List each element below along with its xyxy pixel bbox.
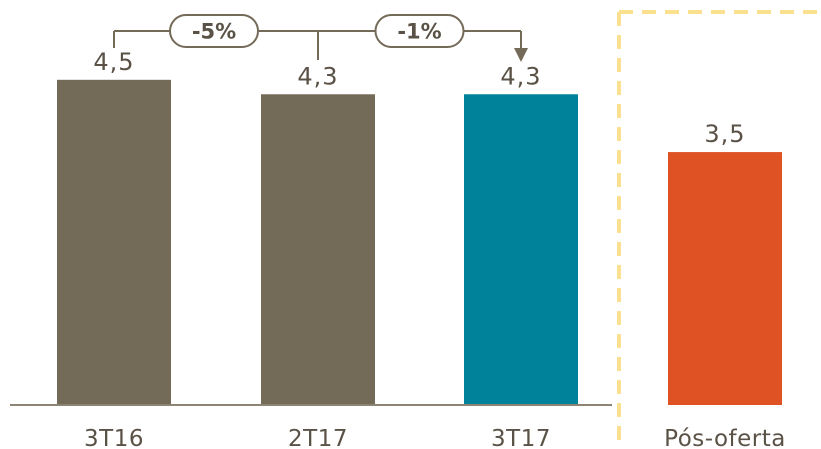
bar-3t16: [57, 79, 171, 406]
category-labels-group: 3T16 2T17 3T17 Pós-oferta: [84, 426, 786, 449]
value-labels-group: 4,5 4,3 4,3 3,5: [93, 48, 745, 148]
value-label: 4,5: [93, 48, 134, 76]
category-label: Pós-oferta: [664, 426, 786, 449]
change-label: -5%: [192, 20, 236, 44]
category-label: 2T17: [288, 426, 348, 449]
change-brackets-group: -5% -1%: [113, 14, 528, 62]
value-label: 4,3: [500, 62, 541, 90]
bars-group: [57, 79, 782, 406]
bar-p-s-oferta: [668, 152, 782, 405]
bar-3t17: [464, 94, 578, 405]
change-label: -1%: [397, 20, 441, 44]
category-label: 3T16: [84, 426, 144, 449]
change-pill: [169, 14, 259, 48]
down-arrow-icon: [514, 48, 528, 62]
bar-2t17: [261, 94, 375, 405]
value-label: 4,3: [297, 62, 338, 90]
category-label: 3T17: [491, 426, 551, 449]
value-label: 3,5: [704, 120, 745, 148]
change-pill: [374, 14, 465, 48]
